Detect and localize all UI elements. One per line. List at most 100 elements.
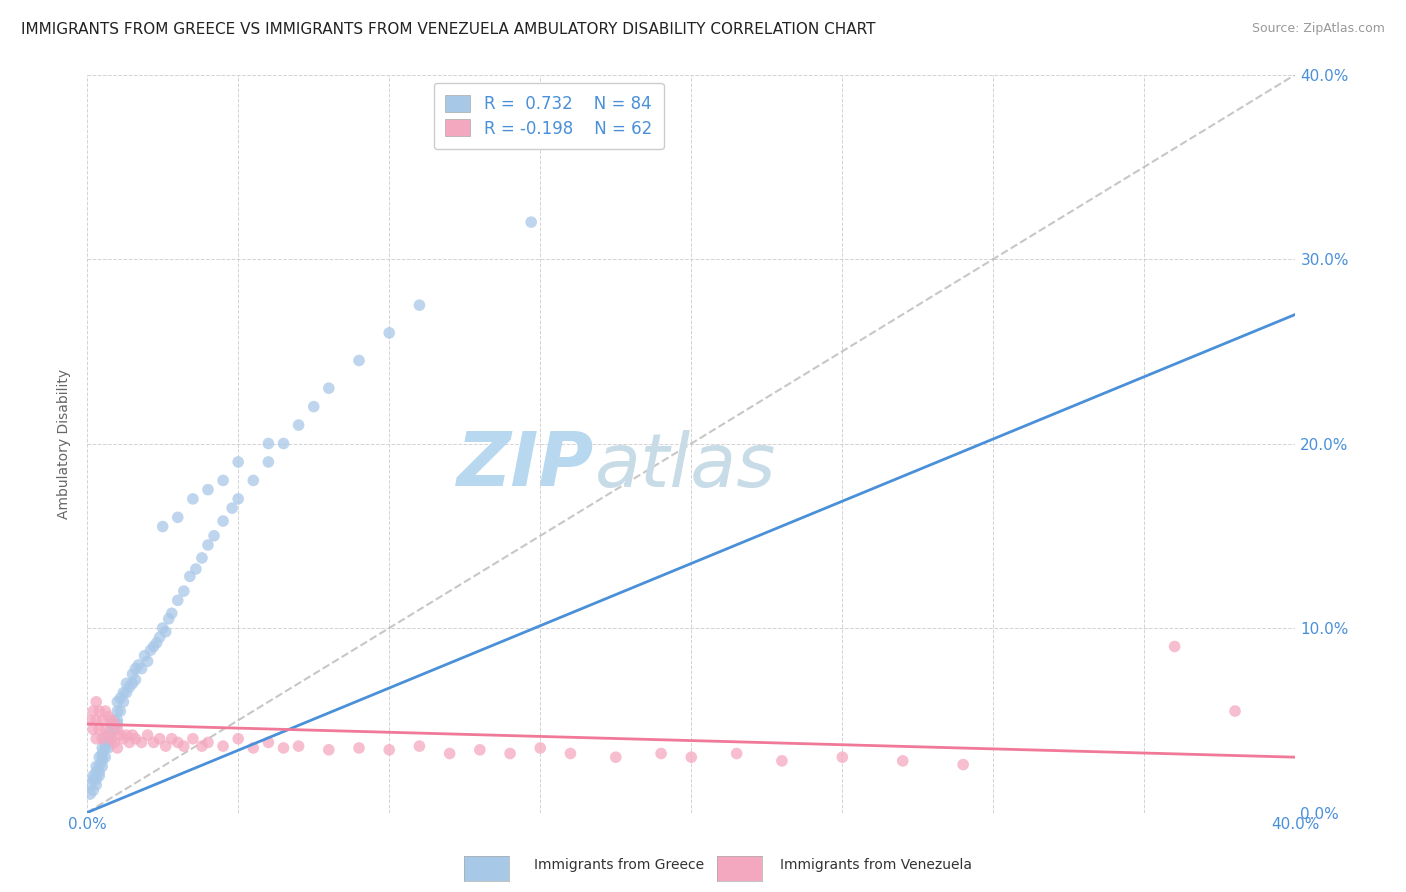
- Point: [242, 741, 264, 756]
- Point: [560, 747, 582, 761]
- Point: [142, 640, 165, 654]
- Point: [131, 662, 153, 676]
- Point: [184, 562, 207, 576]
- Point: [157, 612, 180, 626]
- Text: ZIP: ZIP: [457, 429, 595, 502]
- Point: [84, 713, 107, 727]
- Legend: R =  0.732    N = 84, R = -0.198    N = 62: R = 0.732 N = 84, R = -0.198 N = 62: [434, 83, 664, 149]
- Point: [89, 759, 111, 773]
- Point: [97, 709, 120, 723]
- Point: [91, 750, 114, 764]
- Point: [149, 630, 172, 644]
- Point: [91, 759, 114, 773]
- Point: [94, 731, 117, 746]
- Point: [94, 741, 117, 756]
- Point: [149, 731, 172, 746]
- Point: [115, 728, 138, 742]
- Point: [152, 519, 174, 533]
- Point: [468, 743, 491, 757]
- Point: [287, 739, 309, 753]
- Point: [103, 723, 125, 737]
- Point: [302, 400, 325, 414]
- Text: Immigrants from Greece: Immigrants from Greece: [534, 858, 704, 872]
- Point: [770, 754, 793, 768]
- Point: [105, 695, 128, 709]
- Point: [121, 667, 143, 681]
- Point: [134, 648, 156, 663]
- Point: [84, 772, 107, 787]
- Point: [97, 741, 120, 756]
- Point: [105, 723, 128, 737]
- Point: [221, 501, 243, 516]
- Point: [179, 569, 201, 583]
- Point: [1223, 704, 1246, 718]
- Point: [136, 654, 159, 668]
- Point: [89, 750, 111, 764]
- Point: [112, 695, 135, 709]
- Point: [110, 704, 132, 718]
- Point: [273, 741, 295, 756]
- Point: [891, 754, 914, 768]
- Point: [84, 695, 107, 709]
- Text: IMMIGRANTS FROM GREECE VS IMMIGRANTS FROM VENEZUELA AMBULATORY DISABILITY CORREL: IMMIGRANTS FROM GREECE VS IMMIGRANTS FRO…: [21, 22, 876, 37]
- Point: [79, 778, 101, 792]
- Point: [257, 735, 280, 749]
- Point: [84, 764, 107, 779]
- Point: [131, 735, 153, 749]
- Point: [121, 676, 143, 690]
- Point: [191, 739, 214, 753]
- Point: [166, 593, 188, 607]
- Point: [82, 772, 104, 787]
- Point: [89, 764, 111, 779]
- Point: [115, 676, 138, 690]
- Point: [89, 704, 111, 718]
- Point: [100, 713, 122, 727]
- Point: [118, 680, 141, 694]
- Point: [287, 418, 309, 433]
- Point: [91, 754, 114, 768]
- Point: [94, 750, 117, 764]
- Point: [105, 713, 128, 727]
- Point: [91, 741, 114, 756]
- Point: [105, 741, 128, 756]
- Point: [273, 436, 295, 450]
- Point: [181, 731, 204, 746]
- Point: [136, 728, 159, 742]
- Point: [121, 728, 143, 742]
- Point: [124, 662, 146, 676]
- Point: [725, 747, 748, 761]
- Point: [520, 215, 543, 229]
- Point: [212, 739, 235, 753]
- Point: [84, 731, 107, 746]
- Point: [94, 704, 117, 718]
- Point: [103, 717, 125, 731]
- Point: [226, 455, 249, 469]
- Point: [82, 769, 104, 783]
- Point: [155, 624, 177, 639]
- Text: atlas: atlas: [595, 430, 776, 501]
- Point: [82, 723, 104, 737]
- Point: [89, 723, 111, 737]
- Point: [650, 747, 672, 761]
- Point: [499, 747, 522, 761]
- Point: [160, 607, 183, 621]
- Point: [82, 783, 104, 797]
- Point: [84, 778, 107, 792]
- Point: [139, 643, 162, 657]
- Point: [103, 735, 125, 749]
- Point: [115, 685, 138, 699]
- Point: [94, 735, 117, 749]
- Point: [79, 787, 101, 801]
- Text: Source: ZipAtlas.com: Source: ZipAtlas.com: [1251, 22, 1385, 36]
- Point: [347, 353, 370, 368]
- Point: [105, 717, 128, 731]
- Point: [378, 326, 401, 340]
- Point: [605, 750, 627, 764]
- Point: [166, 735, 188, 749]
- Point: [82, 704, 104, 718]
- Point: [110, 691, 132, 706]
- Point: [145, 636, 167, 650]
- Point: [103, 713, 125, 727]
- Point: [952, 757, 974, 772]
- Point: [831, 750, 853, 764]
